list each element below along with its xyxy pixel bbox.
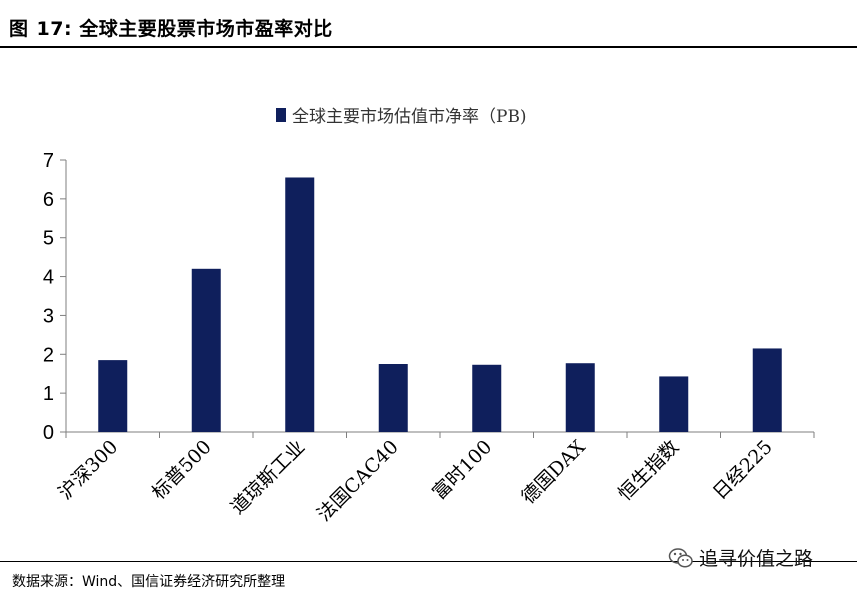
legend-swatch [276,108,286,122]
footer-rule [0,561,857,562]
x-tick-label: 恒生指数 [614,436,683,505]
x-tick-label: 标普500 [148,436,216,504]
x-tick-label: 法国CAC40 [313,436,403,526]
x-tick-label: 日经225 [709,436,777,504]
bar-8 [752,348,782,432]
figure-title-text: 全球主要股票市场市盈率对比 [79,18,333,40]
y-tick-label: 6 [43,189,54,211]
source-note: 数据来源：Wind、国信证券经济研究所整理 [12,574,286,590]
x-tick-label: 道琼斯工业 [227,436,310,519]
wechat-icon [668,547,693,568]
x-tick-label: 德国DAX [517,436,590,509]
figure-number: 17: [36,18,73,40]
y-tick-label: 1 [43,383,54,405]
bar-5 [472,364,502,432]
watermark-text: 追寻价值之路 [699,548,814,570]
y-tick-label: 4 [43,267,54,289]
bar-2 [191,268,221,432]
y-tick-label: 2 [43,344,54,366]
y-tick-label: 3 [43,305,54,327]
bar-4 [378,364,408,432]
watermark: 追寻价值之路 [668,544,813,571]
bar-chart: 全球主要市场估值市净率（PB) 0 1 2 3 4 5 6 7 沪深300 标普500 道琼斯工业 法国… [43,107,815,526]
bar-7 [659,376,689,432]
bar-3 [285,177,315,432]
y-tick-label: 7 [43,150,54,172]
y-tick-label: 5 [43,228,54,250]
figure-title: 图 17: 全球主要股票市场市盈率对比 [9,14,333,41]
x-tick-label: 沪深300 [54,436,122,504]
bar-1 [98,360,128,432]
figure-label: 图 [9,18,29,40]
title-rule [0,46,857,48]
legend-label: 全球主要市场估值市净率（PB) [292,107,527,127]
y-tick-label: 0 [43,422,54,444]
bar-6 [565,363,595,432]
x-tick-label: 富时100 [428,436,496,504]
